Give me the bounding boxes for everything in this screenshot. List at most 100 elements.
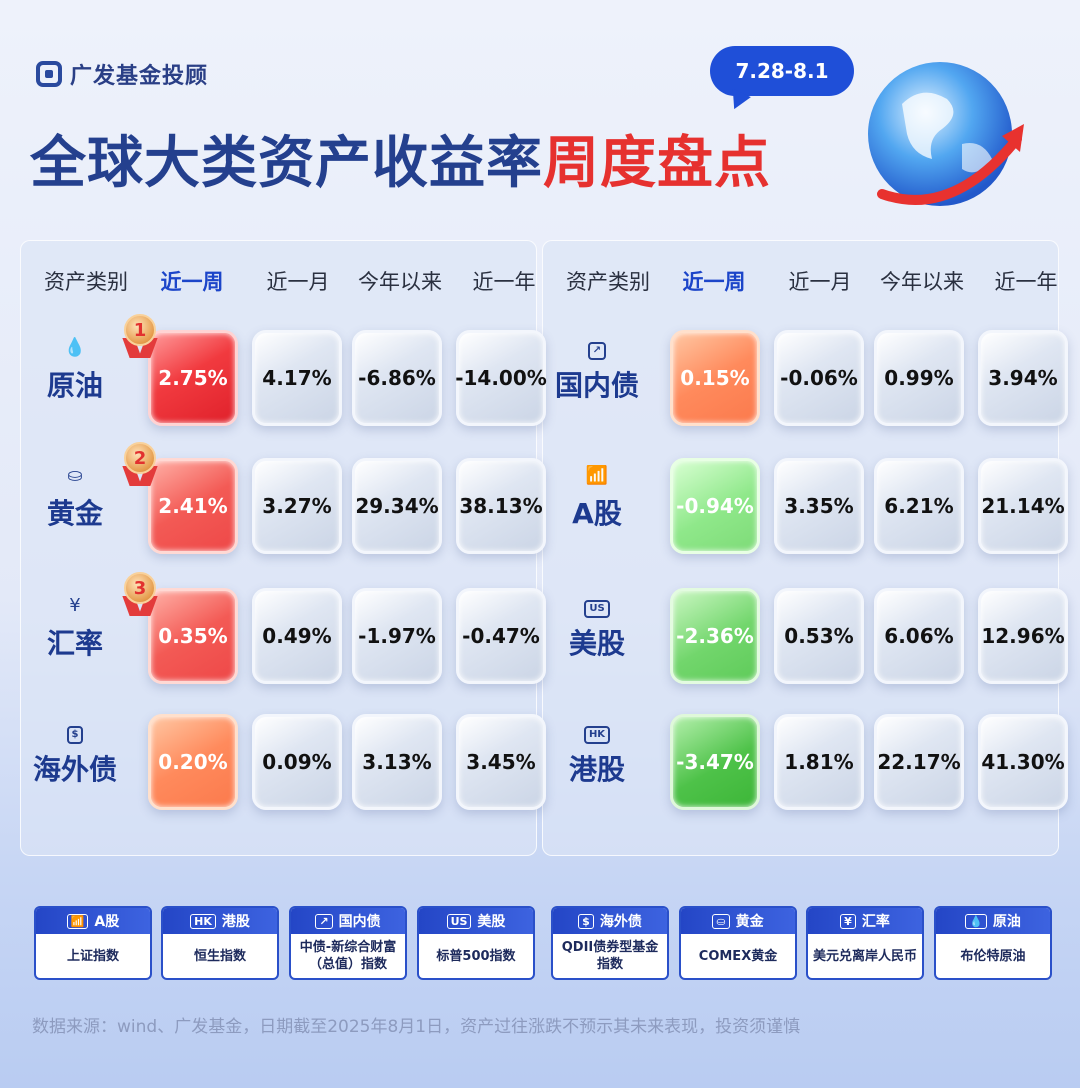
header-left-1: 近一周 [160, 270, 224, 294]
return-cell-month: 4.17% [252, 330, 342, 426]
header-left-3: 今年以来 [358, 270, 442, 294]
return-cell-month: 3.27% [252, 458, 342, 554]
hk-badge-icon: HK [190, 913, 216, 929]
date-range-badge: 7.28-8.1 [710, 46, 854, 96]
header-left-4: 近一年 [472, 270, 536, 294]
asset-label-right-2: US 美股 [542, 594, 652, 662]
legend-card: ↗ 国内债中债-新综合财富（总值）指数 [289, 906, 407, 980]
legend-asset-name: 港股 [221, 914, 250, 930]
return-cell-year: 3.45% [456, 714, 546, 810]
legend-asset-name: 海外债 [599, 914, 642, 930]
header-left-0: 资产类别 [44, 270, 128, 294]
return-cell-week: 0.20% [148, 714, 238, 810]
return-cell-ytd: -6.86% [352, 330, 442, 426]
return-cell-year: -0.47% [456, 588, 546, 684]
return-cell-year: 12.96% [978, 588, 1068, 684]
rank-medal-icon: 2 [120, 442, 160, 488]
brand-logo-icon [36, 61, 62, 87]
legend-asset-name: 美股 [477, 914, 506, 930]
legend-card-header: $ 海外债 [553, 908, 667, 934]
dollar-box-icon: $ [20, 720, 130, 744]
return-cell-year: 21.14% [978, 458, 1068, 554]
legend-card-header: HK 港股 [163, 908, 277, 934]
return-cell-month: 3.35% [774, 458, 864, 554]
legend-card: 📶 A股上证指数 [34, 906, 152, 980]
return-cell-month: 1.81% [774, 714, 864, 810]
return-cell-year: 41.30% [978, 714, 1068, 810]
return-cell-month: 0.09% [252, 714, 342, 810]
us-badge-icon: US [542, 594, 652, 618]
gold-bar-icon: ⛀ [67, 465, 83, 486]
globe-arrow-icon [868, 62, 1024, 206]
legend-index-name: 上证指数 [66, 948, 119, 964]
return-cell-week: 2.41% [148, 458, 238, 554]
asset-name: 原油 [46, 369, 103, 402]
legend-index-name: 恒生指数 [193, 948, 246, 964]
asset-label-left-1: ⛀ 黄金 [20, 464, 130, 532]
asset-name: A股 [572, 497, 622, 530]
asset-label-left-3: $ 海外债 [20, 720, 130, 788]
rank-number: 3 [124, 572, 156, 604]
trend-chart-icon-glyph: ↗ [587, 342, 607, 360]
legend-card: ¥ 汇率美元兑离岸人民币 [806, 906, 924, 980]
legend-index-name: COMEX黄金 [698, 948, 778, 964]
header-right-2: 近一月 [788, 270, 852, 294]
legend-card: 💧 原油布伦特原油 [934, 906, 1052, 980]
return-cell-week: 2.75% [148, 330, 238, 426]
legend-card-header: US 美股 [419, 908, 533, 934]
title-accent: 周度盘点 [543, 131, 771, 196]
legend-index-name: 美元兑离岸人民币 [812, 948, 917, 964]
us-badge-icon-glyph: US [584, 600, 610, 618]
return-cell-ytd: -1.97% [352, 588, 442, 684]
legend-card-header: ↗ 国内债 [291, 908, 405, 934]
rank-number: 1 [124, 314, 156, 346]
legend-card: HK 港股恒生指数 [161, 906, 279, 980]
data-source-note: 数据来源：wind、广发基金，日期截至2025年8月1日，资产过往涨跌不预示其未… [32, 1017, 801, 1037]
header-right-1: 近一周 [682, 270, 746, 294]
return-cell-year: 3.94% [978, 330, 1068, 426]
asset-name: 国内债 [554, 369, 639, 402]
legend-card: $ 海外债 QDII债券型基金指数 [551, 906, 669, 980]
return-cell-month: 0.53% [774, 588, 864, 684]
legend-card-header: 📶 A股 [36, 908, 150, 934]
return-cell-week: -3.47% [670, 714, 760, 810]
legend-index-name: 布伦特原油 [960, 948, 1026, 964]
us-badge-icon: US [446, 913, 472, 929]
asset-name: 黄金 [46, 497, 103, 530]
dollar-box-icon: $ [578, 913, 594, 929]
title-main: 全球大类资产收益率 [30, 131, 543, 196]
legend-asset-name: 原油 [992, 914, 1021, 930]
return-cell-week: 0.35% [148, 588, 238, 684]
dollar-box-icon-glyph: $ [66, 726, 84, 744]
asset-name: 港股 [568, 753, 625, 786]
brand-name: 广发基金投顾 [70, 64, 209, 89]
page-title: 全球大类资产收益率周度盘点 [30, 118, 771, 199]
return-cell-ytd: 0.99% [874, 330, 964, 426]
header-left-2: 近一月 [266, 270, 330, 294]
return-cell-week: 0.15% [670, 330, 760, 426]
legend-asset-name: 国内债 [338, 914, 381, 930]
water-drop-icon: 💧 [965, 913, 987, 929]
return-cell-ytd: 6.21% [874, 458, 964, 554]
return-cell-year: 38.13% [456, 458, 546, 554]
asset-name: 汇率 [46, 627, 103, 660]
return-cell-ytd: 6.06% [874, 588, 964, 684]
asset-label-right-3: HK 港股 [542, 720, 652, 788]
yen-icon: ¥ [840, 913, 856, 929]
asset-label-left-0: 💧 原油 [20, 336, 130, 404]
return-cell-week: -2.36% [670, 588, 760, 684]
yen-icon: ¥ [69, 595, 81, 616]
return-cell-year: -14.00% [455, 330, 547, 426]
legend-card-header: ¥ 汇率 [808, 908, 922, 934]
rank-medal-icon: 1 [120, 314, 160, 360]
gold-bar-icon: ⛀ [712, 913, 730, 929]
legend-index-name: 标普500指数 [436, 948, 516, 964]
legend-card: US 美股标普500指数 [417, 906, 535, 980]
return-cell-ytd: 29.34% [352, 458, 442, 554]
water-drop-icon: 💧 [63, 337, 87, 358]
legend-index-name: 中债-新综合财富（总值）指数 [299, 940, 397, 972]
bar-chart-up-icon: 📶 [585, 465, 609, 486]
bar-chart-up-icon: 📶 [66, 913, 89, 929]
brand-logo: 广发基金投顾 [36, 58, 208, 90]
return-cell-month: -0.06% [774, 330, 864, 426]
